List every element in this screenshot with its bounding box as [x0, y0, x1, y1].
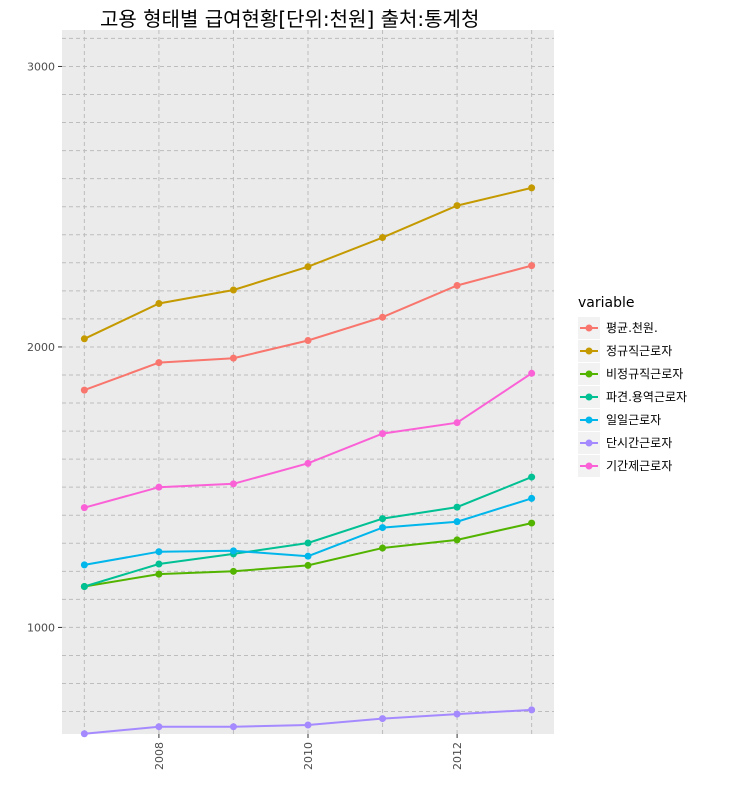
legend-item: 기간제근로자 — [578, 455, 672, 477]
legend-label: 단시간근로자 — [606, 436, 672, 450]
data-point — [80, 730, 88, 738]
series — [80, 184, 536, 343]
data-point — [304, 561, 312, 569]
data-point — [155, 548, 163, 556]
grid-lines — [62, 30, 554, 734]
data-point — [229, 567, 237, 575]
data-point — [453, 419, 461, 427]
legend-label: 파견.용역근로자 — [606, 390, 687, 404]
legend-key-point — [585, 347, 593, 355]
legend-key-point — [585, 393, 593, 401]
data-point — [229, 547, 237, 555]
data-point — [80, 335, 88, 343]
chart-title: 고용 형태별 급여현황[단위:천원] 출처:통계청 — [100, 7, 479, 31]
data-point — [304, 721, 312, 729]
data-point — [80, 582, 88, 590]
legend-item: 평균.천원. — [578, 317, 658, 339]
series-layer — [80, 184, 536, 738]
x-tick-label: 2012 — [451, 742, 464, 770]
legend-item: 일일근로자 — [578, 409, 661, 431]
legend-label: 일일근로자 — [606, 413, 661, 427]
legend-label: 평균.천원. — [606, 320, 658, 335]
legend-items: 평균.천원. 정규직근로자비정규직근로자파견.용역근로자일일근로자단시간근로자기간… — [578, 317, 687, 477]
series — [80, 494, 536, 569]
data-point — [379, 515, 387, 523]
data-point — [155, 359, 163, 367]
data-point — [304, 459, 312, 467]
y-tick-label: 3000 — [27, 60, 55, 73]
series — [80, 369, 536, 512]
data-point — [453, 282, 461, 290]
data-point — [379, 234, 387, 242]
legend-item: 정규직근로자 — [578, 340, 672, 362]
data-point — [528, 494, 536, 502]
x-tick-label: 2010 — [302, 742, 315, 770]
data-point — [528, 369, 536, 377]
data-point — [155, 299, 163, 307]
legend-label: 기간제근로자 — [606, 459, 672, 473]
data-point — [229, 286, 237, 294]
data-point — [453, 710, 461, 718]
legend-key-point — [585, 324, 593, 332]
legend-key-point — [585, 439, 593, 447]
data-point — [528, 706, 536, 714]
data-point — [379, 430, 387, 438]
data-point — [453, 503, 461, 511]
y-tick-label: 2000 — [27, 341, 55, 354]
data-point — [80, 561, 88, 569]
data-point — [155, 723, 163, 731]
legend-item: 비정규직근로자 — [578, 363, 683, 385]
data-point — [528, 262, 536, 270]
y-axis: 1000 2000 3000 — [27, 60, 62, 634]
data-point — [379, 524, 387, 532]
data-point — [453, 536, 461, 544]
data-point — [379, 544, 387, 552]
legend-key-point — [585, 462, 593, 470]
legend-key-point — [585, 416, 593, 424]
legend-key-point — [585, 370, 593, 378]
legend-title: variable — [578, 295, 634, 311]
legend: variable 평균.천원. 정규직근로자비정규직근로자파견.용역근로자일일근로… — [578, 295, 687, 477]
series — [80, 262, 536, 394]
data-point — [80, 386, 88, 394]
legend-label: 정규직근로자 — [606, 344, 672, 358]
series — [80, 706, 536, 738]
data-point — [453, 202, 461, 210]
data-point — [528, 473, 536, 481]
x-tick-label: 2008 — [153, 742, 166, 770]
data-point — [304, 539, 312, 547]
series — [80, 473, 536, 590]
data-point — [528, 184, 536, 192]
data-point — [155, 570, 163, 578]
data-point — [304, 263, 312, 271]
legend-item: 단시간근로자 — [578, 432, 672, 454]
legend-item: 파견.용역근로자 — [578, 386, 687, 408]
data-point — [304, 336, 312, 344]
legend-label: 비정규직근로자 — [606, 367, 683, 381]
data-point — [379, 715, 387, 723]
data-point — [379, 313, 387, 321]
x-axis: 2008 2010 2012 — [153, 734, 464, 770]
data-point — [229, 354, 237, 362]
data-point — [304, 552, 312, 560]
data-point — [155, 483, 163, 491]
data-point — [155, 560, 163, 568]
data-point — [229, 723, 237, 731]
data-point — [528, 519, 536, 527]
y-tick-label: 1000 — [27, 621, 55, 634]
data-point — [453, 518, 461, 526]
data-point — [80, 504, 88, 512]
data-point — [229, 480, 237, 488]
